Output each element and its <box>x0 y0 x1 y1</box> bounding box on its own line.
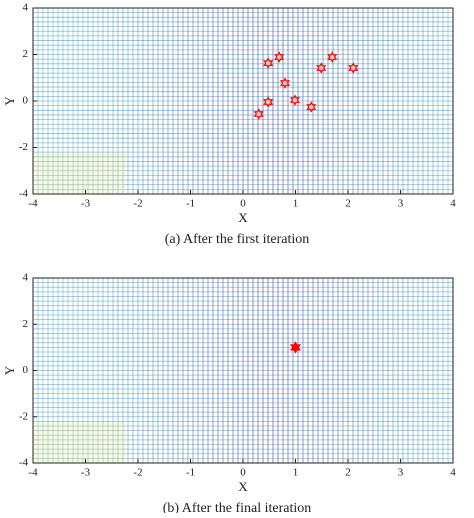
x-tick-label: -3 <box>81 467 91 479</box>
y-tick-label: 0 <box>23 364 29 376</box>
x-tick-label: -2 <box>133 198 142 210</box>
y-tick-label: 4 <box>23 272 29 284</box>
point <box>279 77 291 89</box>
x-tick-label: 2 <box>345 198 351 210</box>
x-tick-label: -2 <box>133 467 142 479</box>
y-tick-label: -4 <box>19 457 29 469</box>
x-tick-label: 2 <box>345 467 351 479</box>
x-tick-label: -1 <box>186 198 195 210</box>
point <box>327 51 338 63</box>
point <box>290 341 301 354</box>
x-tick-label: -3 <box>81 198 91 210</box>
x-tick-label: 1 <box>293 467 299 479</box>
x-tick-label: 4 <box>450 467 456 479</box>
mesh-tint <box>33 153 126 194</box>
x-tick-label: 3 <box>398 467 404 479</box>
point <box>348 62 359 74</box>
x-tick-label: -4 <box>28 198 38 210</box>
mesh-tint <box>33 422 126 463</box>
caption: (b) After the final iteration <box>163 501 312 513</box>
caption: (a) After the first iteration <box>165 232 310 247</box>
point <box>289 94 301 106</box>
x-tick-label: 0 <box>240 467 246 479</box>
x-tick-label: 4 <box>450 198 456 210</box>
x-tick-label: 3 <box>398 198 404 210</box>
point <box>316 62 327 74</box>
point <box>253 108 264 120</box>
x-tick-label: 0 <box>240 198 246 210</box>
y-tick-label: 4 <box>23 2 29 14</box>
point <box>274 51 285 63</box>
y-tick-label: 2 <box>23 48 29 60</box>
x-tick-label: -1 <box>186 467 195 479</box>
x-tick-label: -4 <box>28 467 38 479</box>
y-tick-label: 0 <box>23 95 29 107</box>
y-tick-label: -2 <box>19 141 28 153</box>
y-axis-label: Y <box>2 96 17 106</box>
y-tick-label: -2 <box>19 410 28 422</box>
x-axis-label: X <box>238 210 248 225</box>
y-tick-label: 2 <box>23 318 29 330</box>
point <box>263 57 274 69</box>
point <box>306 101 317 113</box>
x-axis-label: X <box>238 479 248 494</box>
point <box>263 96 274 108</box>
x-tick-label: 1 <box>293 198 299 210</box>
y-tick-label: -4 <box>19 188 29 200</box>
y-axis-label: Y <box>2 365 17 375</box>
